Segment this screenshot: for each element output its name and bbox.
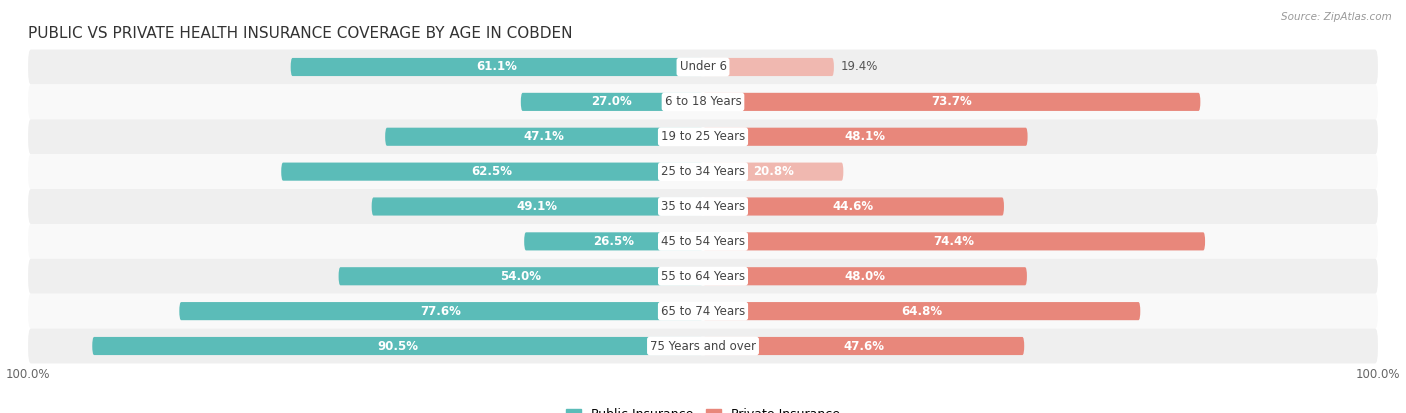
FancyBboxPatch shape [703,128,1028,146]
Text: 48.0%: 48.0% [845,270,886,283]
FancyBboxPatch shape [291,58,703,76]
FancyBboxPatch shape [520,93,703,111]
FancyBboxPatch shape [703,267,1026,285]
FancyBboxPatch shape [703,93,1201,111]
FancyBboxPatch shape [93,337,703,355]
Text: 19.4%: 19.4% [841,60,879,74]
Text: 20.8%: 20.8% [752,165,793,178]
Text: 26.5%: 26.5% [593,235,634,248]
Text: Source: ZipAtlas.com: Source: ZipAtlas.com [1281,12,1392,22]
FancyBboxPatch shape [703,197,1004,216]
FancyBboxPatch shape [28,119,1378,154]
FancyBboxPatch shape [28,154,1378,189]
FancyBboxPatch shape [524,232,703,250]
Text: 73.7%: 73.7% [931,95,972,108]
Text: 47.1%: 47.1% [523,130,564,143]
Text: 25 to 34 Years: 25 to 34 Years [661,165,745,178]
Text: 61.1%: 61.1% [477,60,517,74]
Text: 27.0%: 27.0% [592,95,633,108]
FancyBboxPatch shape [385,128,703,146]
FancyBboxPatch shape [28,224,1378,259]
Text: 62.5%: 62.5% [471,165,513,178]
Text: 44.6%: 44.6% [832,200,875,213]
Text: Under 6: Under 6 [679,60,727,74]
Text: 55 to 64 Years: 55 to 64 Years [661,270,745,283]
Text: 90.5%: 90.5% [377,339,418,353]
Text: 45 to 54 Years: 45 to 54 Years [661,235,745,248]
Text: 75 Years and over: 75 Years and over [650,339,756,353]
Text: PUBLIC VS PRIVATE HEALTH INSURANCE COVERAGE BY AGE IN COBDEN: PUBLIC VS PRIVATE HEALTH INSURANCE COVER… [28,26,572,41]
FancyBboxPatch shape [339,267,703,285]
Text: 47.6%: 47.6% [844,339,884,353]
FancyBboxPatch shape [703,58,834,76]
FancyBboxPatch shape [703,232,1205,250]
FancyBboxPatch shape [703,163,844,181]
Text: 49.1%: 49.1% [517,200,558,213]
FancyBboxPatch shape [28,50,1378,84]
Legend: Public Insurance, Private Insurance: Public Insurance, Private Insurance [561,403,845,413]
FancyBboxPatch shape [371,197,703,216]
Text: 54.0%: 54.0% [501,270,541,283]
Text: 6 to 18 Years: 6 to 18 Years [665,95,741,108]
FancyBboxPatch shape [703,337,1024,355]
FancyBboxPatch shape [281,163,703,181]
Text: 77.6%: 77.6% [420,305,461,318]
Text: 19 to 25 Years: 19 to 25 Years [661,130,745,143]
FancyBboxPatch shape [28,189,1378,224]
FancyBboxPatch shape [28,259,1378,294]
FancyBboxPatch shape [28,84,1378,119]
FancyBboxPatch shape [703,302,1140,320]
FancyBboxPatch shape [180,302,703,320]
Text: 74.4%: 74.4% [934,235,974,248]
FancyBboxPatch shape [28,329,1378,363]
FancyBboxPatch shape [28,294,1378,329]
Text: 48.1%: 48.1% [845,130,886,143]
Text: 65 to 74 Years: 65 to 74 Years [661,305,745,318]
Text: 64.8%: 64.8% [901,305,942,318]
Text: 35 to 44 Years: 35 to 44 Years [661,200,745,213]
